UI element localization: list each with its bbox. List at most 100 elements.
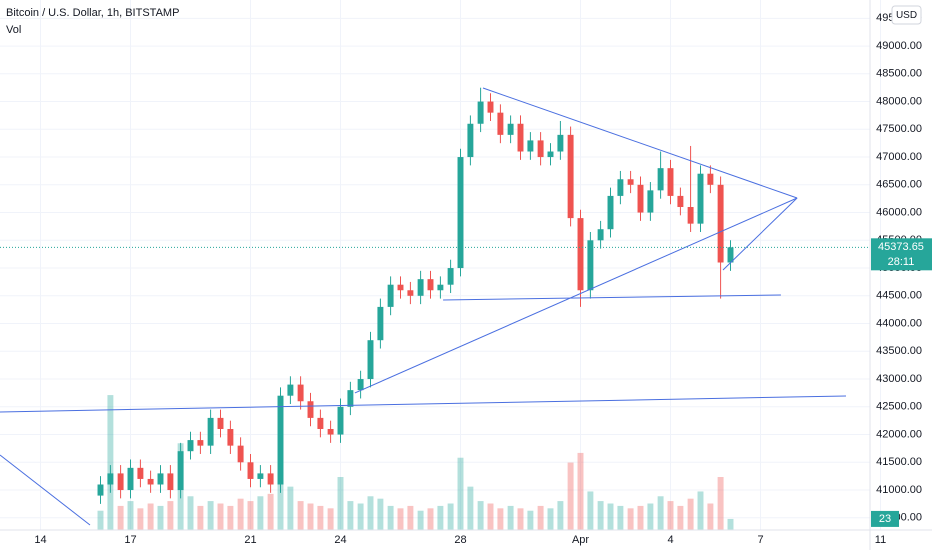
candle-body (517, 123, 524, 152)
volume-bar (217, 503, 224, 530)
volume-bar (617, 505, 624, 530)
volume-bar (377, 498, 384, 530)
y-tick-label: 47500.00 (876, 123, 922, 135)
x-tick-label: Apr (572, 534, 589, 546)
volume-bar (547, 508, 554, 530)
volume-bar (657, 496, 664, 530)
volume-bar (577, 452, 584, 530)
y-tick-label: 41000.00 (876, 484, 922, 496)
volume-bar (517, 508, 524, 530)
volume-bar (117, 505, 124, 530)
volume-bar (557, 501, 564, 530)
candle-body (657, 168, 664, 191)
candle-body (727, 247, 734, 263)
candle-body (177, 451, 184, 491)
volume-bar (537, 505, 544, 530)
trendline (722, 197, 798, 271)
axes: 40500.0041000.0041500.0042000.0042500.00… (34, 12, 922, 546)
candle-body (687, 207, 694, 224)
candle-body (547, 151, 554, 158)
volume-bar (727, 518, 734, 530)
candle-body (527, 140, 534, 152)
candle-body (377, 306, 384, 341)
volume-bar (447, 503, 454, 530)
candle-body (587, 240, 594, 291)
volume-bar (407, 505, 414, 530)
candle-body (327, 428, 334, 435)
volume-bar (387, 505, 394, 530)
volume-bar (197, 505, 204, 530)
candle-body (227, 428, 234, 446)
candle-body (557, 134, 564, 152)
candle-body (317, 417, 324, 429)
candle-body (637, 184, 644, 213)
x-tick-label: 17 (124, 534, 136, 546)
last-price-badge (871, 238, 932, 271)
volume-bar (327, 508, 334, 530)
volume-bar (367, 496, 374, 530)
volume-bar (287, 486, 294, 530)
volume-badge (871, 510, 899, 527)
candle-body (717, 184, 724, 263)
volume-bar (437, 505, 444, 530)
x-tick-label: 28 (454, 534, 466, 546)
candle-layer (97, 87, 734, 504)
candle-body (467, 123, 474, 158)
volume-bar (707, 503, 714, 530)
y-tick-label: 49000.00 (876, 40, 922, 52)
candle-body (137, 467, 144, 479)
candle-body (367, 340, 374, 380)
candle-body (387, 284, 394, 307)
volume-bar (267, 493, 274, 530)
candle-body (707, 173, 714, 185)
candle-body (287, 384, 294, 396)
volume-layer (97, 395, 734, 530)
volume-bar (227, 505, 234, 530)
candle-body (117, 473, 124, 491)
volume-bar (397, 508, 404, 530)
currency-badge[interactable] (891, 5, 922, 25)
candle-body (417, 279, 424, 296)
volume-bar (487, 503, 494, 530)
x-tick-label: 24 (334, 534, 346, 546)
volume-bar (307, 503, 314, 530)
candle-body (597, 229, 604, 241)
y-tick-label: 41500.00 (876, 456, 922, 468)
volume-bar (687, 498, 694, 530)
y-tick-label: 42500.00 (876, 401, 922, 413)
y-tick-label: 48000.00 (876, 95, 922, 107)
volume-bar (347, 501, 354, 530)
volume-bar (527, 510, 534, 530)
volume-bar (357, 503, 364, 530)
volume-bar (677, 505, 684, 530)
x-tick-label: 4 (667, 534, 673, 546)
candle-body (667, 168, 674, 196)
candle-body (167, 473, 174, 491)
candle-body (257, 473, 264, 479)
candle-body (217, 417, 224, 429)
candle-body (447, 268, 454, 285)
candle-body (457, 157, 464, 269)
volume-bar (647, 503, 654, 530)
currency-label[interactable]: USD (896, 10, 917, 21)
x-tick-label: 7 (757, 534, 763, 546)
volume-bar (317, 505, 324, 530)
volume-bar (427, 508, 434, 530)
candle-body (247, 462, 254, 479)
candle-body (697, 173, 704, 224)
y-tick-label: 43500.00 (876, 345, 922, 357)
candle-body (617, 179, 624, 196)
last-price-label: 45373.65 (878, 241, 924, 253)
y-tick-label: 44000.00 (876, 317, 922, 329)
candle-body (487, 101, 494, 113)
candle-body (477, 101, 484, 124)
candle-body (537, 140, 544, 158)
candle-body (607, 195, 614, 230)
candle-body (107, 473, 114, 485)
volume-label: Vol (6, 24, 21, 36)
y-tick-label: 42000.00 (876, 428, 922, 440)
volume-bar (597, 501, 604, 530)
candle-body (507, 123, 514, 135)
candle-body (647, 190, 654, 213)
x-tick-label: 14 (34, 534, 46, 546)
